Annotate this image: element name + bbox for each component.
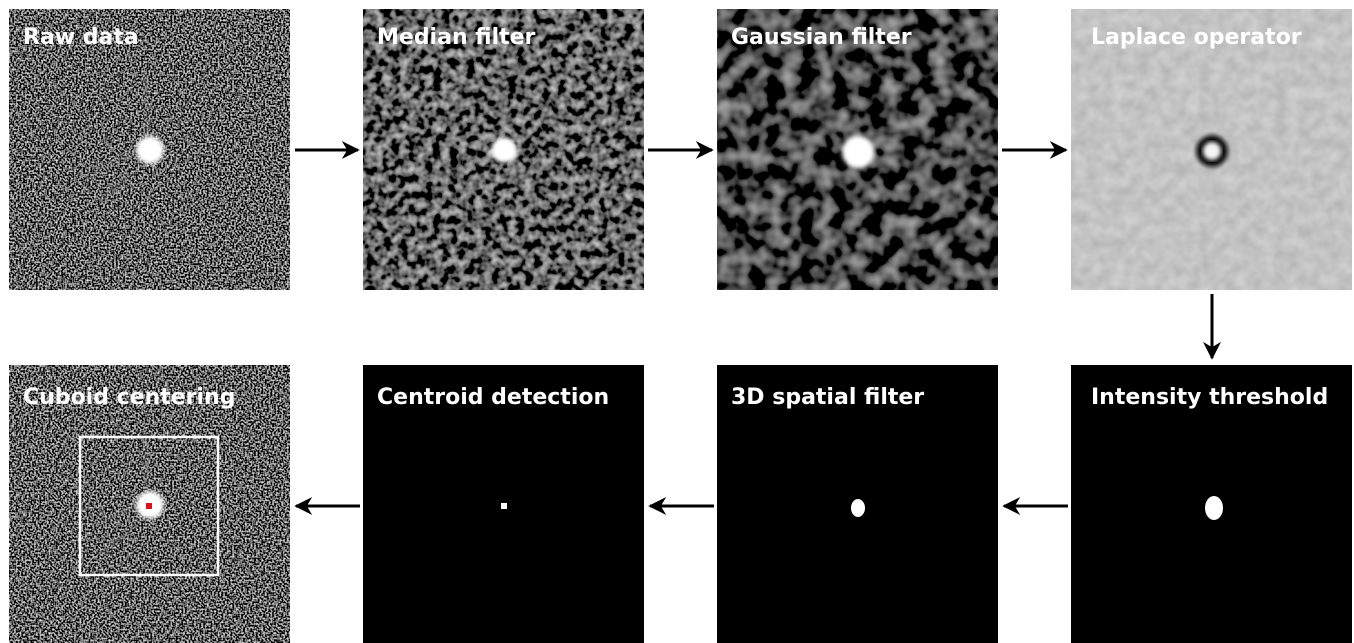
panel-label: 3D spatial filter — [731, 385, 924, 410]
panel-label: Centroid detection — [377, 385, 609, 410]
panel-gaussian — [717, 9, 998, 290]
panel-label: Gaussian filter — [731, 25, 912, 50]
panel-label: Median filter — [377, 25, 536, 50]
panel-label: Intensity threshold — [1091, 385, 1328, 410]
panel-label: Raw data — [23, 25, 139, 50]
panel-raw — [9, 9, 290, 290]
panel-median — [363, 9, 644, 290]
panel-label: Cuboid centering — [23, 385, 235, 410]
panel-label: Laplace operator — [1091, 25, 1302, 50]
pipeline-diagram: Raw data Median filter Gaussian filter L… — [0, 0, 1354, 643]
panel-laplace — [1071, 9, 1352, 290]
